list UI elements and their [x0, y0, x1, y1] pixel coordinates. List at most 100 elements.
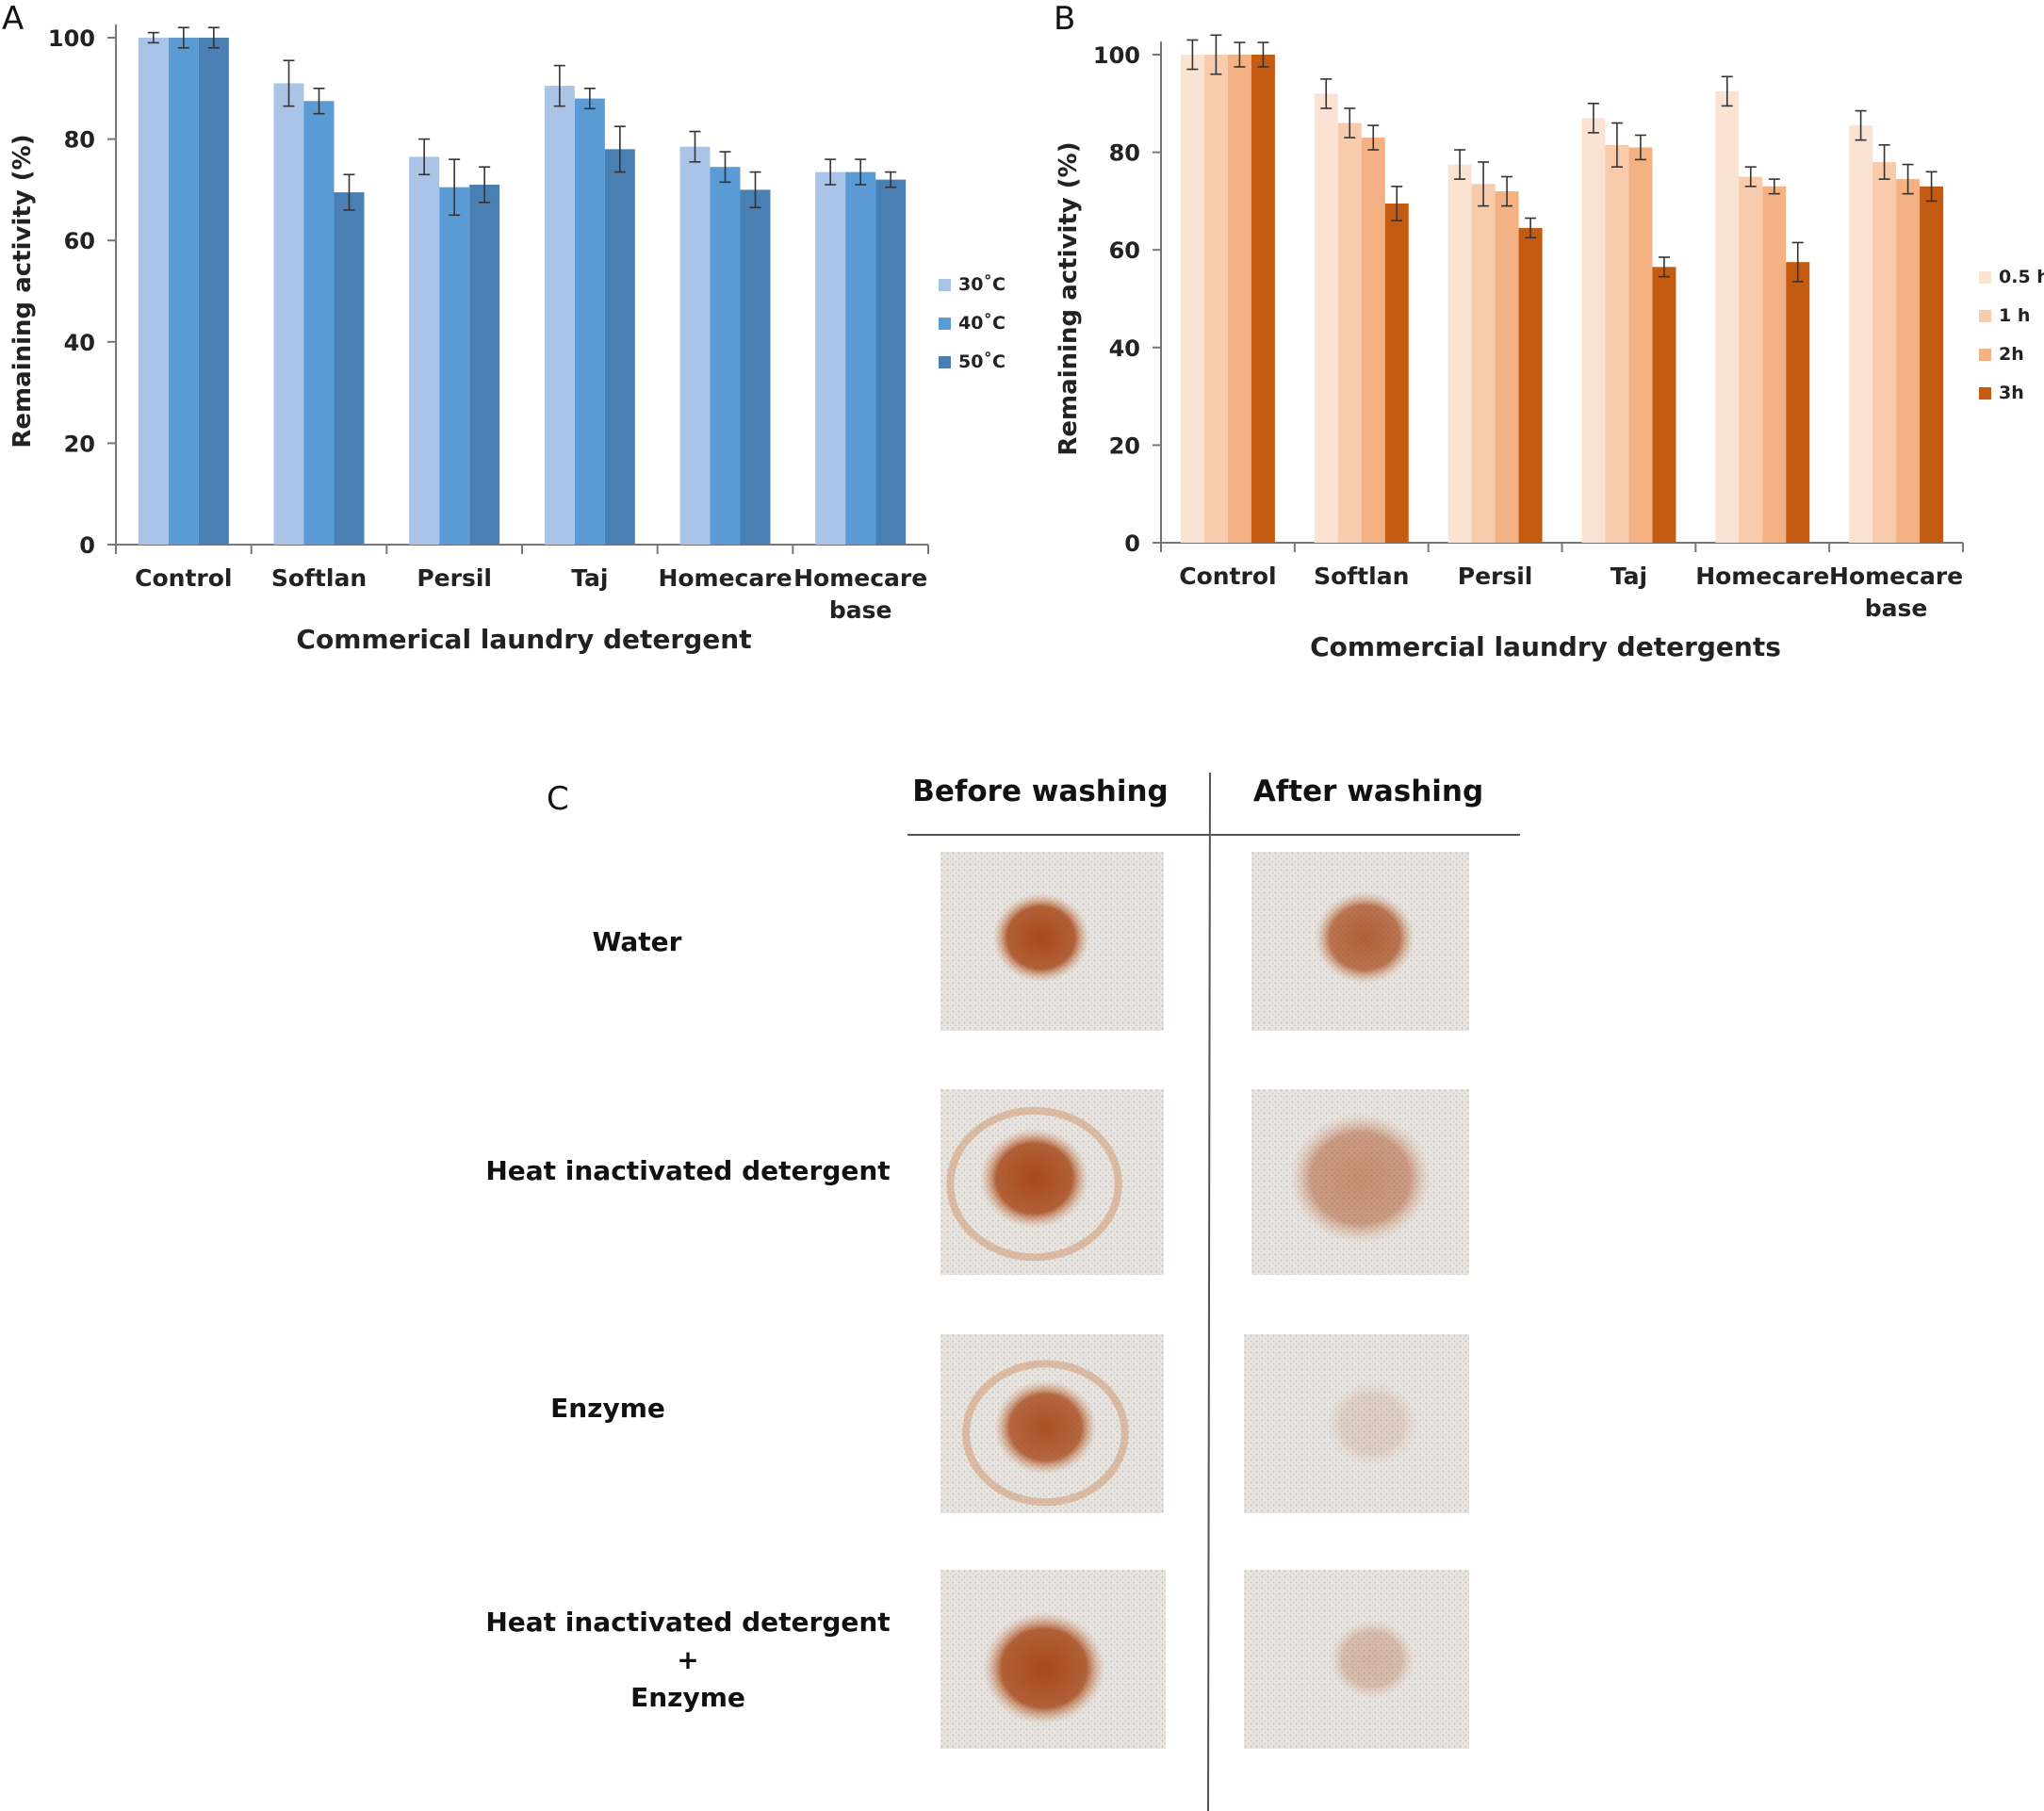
washing-row-label-line: Heat inactivated detergent: [485, 1607, 891, 1638]
legend-swatch-0: [1979, 271, 1991, 284]
legend-swatch-1: [939, 318, 951, 330]
bar-0-0: [138, 38, 169, 545]
bar-0-2: [198, 38, 229, 545]
stain-spot: [992, 893, 1089, 983]
stain-spot: [983, 1612, 1105, 1724]
category-label: base: [1865, 595, 1928, 622]
fabric-swatch-before-0: [940, 852, 1164, 1031]
y-axis-title: Remaining activity (%): [1055, 141, 1083, 455]
y-tick-label: 60: [64, 228, 95, 254]
panel-label-a: A: [2, 0, 25, 38]
washing-row-label-line: Heat inactivated detergent: [485, 1155, 891, 1186]
legend-swatch-1: [1979, 310, 1991, 322]
category-label: Homecare: [1829, 563, 1963, 590]
legend-swatch-2: [939, 356, 951, 368]
bar-2-1: [1471, 184, 1496, 543]
category-label: Homecare: [1695, 563, 1829, 590]
legend-label-2: 2h: [1999, 344, 2024, 365]
stain-spot: [993, 1379, 1097, 1475]
category-label: Homecare: [658, 564, 792, 592]
bar-4-2: [1762, 186, 1787, 544]
stain-spot: [979, 1128, 1089, 1229]
bar-3-1: [1605, 144, 1629, 543]
bar-4-0: [1715, 90, 1740, 543]
washing-row-label-line: Enzyme: [550, 1393, 665, 1424]
y-tick-label: 0: [1124, 530, 1140, 557]
y-tick-label: 20: [1109, 432, 1140, 459]
washing-row-label-line: +: [677, 1644, 699, 1675]
fabric-swatch-before-3: [940, 1570, 1166, 1749]
washing-row-label-line: Enzyme: [630, 1682, 745, 1713]
bar-4-3: [1786, 262, 1810, 543]
bar-2-2: [1495, 191, 1519, 544]
fabric-swatch-after-0: [1251, 852, 1469, 1031]
bar-1-2: [1361, 138, 1385, 543]
category-label: Homecare: [793, 564, 927, 592]
bar-5-3: [1920, 186, 1944, 544]
fabric-swatch-before-1: [940, 1089, 1164, 1275]
bar-3-2: [1628, 147, 1653, 544]
stain-spot: [1326, 1381, 1418, 1466]
washing-row-label-line: Water: [592, 926, 682, 957]
legend-swatch-0: [939, 279, 951, 291]
bar-3-0: [544, 86, 575, 546]
y-tick-label: 80: [64, 127, 95, 154]
chart-a-temperature: 0 20 40 60 80 100 Remaining activity (%) Commer…: [8, 24, 1006, 655]
x-axis-title: Commerical laundry detergent: [296, 624, 751, 655]
bar-1-1: [303, 101, 335, 545]
fabric-swatch-before-2: [940, 1334, 1164, 1513]
fabric-swatch-after-3: [1244, 1570, 1469, 1749]
bar-1-0: [1314, 93, 1338, 543]
bar-5-2: [875, 179, 907, 545]
legend-swatch-3: [1979, 387, 1991, 400]
bar-2-2: [469, 185, 500, 545]
bar-4-2: [740, 189, 771, 545]
stain-spot: [1289, 1113, 1431, 1244]
washing-row-label-1: Heat inactivated detergent: [481, 1152, 895, 1190]
washing-row-label-3: Heat inactivated detergent + Enzyme: [481, 1604, 895, 1717]
y-tick-label: 80: [1109, 140, 1140, 167]
bar-5-1: [845, 171, 876, 545]
category-label: Control: [1179, 563, 1276, 590]
y-tick-label: 20: [64, 431, 95, 457]
bar-5-1: [1872, 161, 1897, 543]
legend-label-2: 50˚C: [958, 351, 1006, 372]
bar-0-1: [168, 38, 199, 545]
before-washing-header: Before washing: [912, 775, 1169, 808]
bar-5-0: [1849, 125, 1873, 544]
legend-label-0: 30˚C: [958, 273, 1006, 295]
bar-3-1: [574, 98, 605, 545]
bar-5-0: [815, 171, 846, 545]
y-tick-label: 40: [64, 330, 95, 356]
bar-2-0: [409, 156, 440, 545]
category-label: Persil: [417, 564, 492, 592]
bar-1-2: [334, 192, 365, 545]
stain-spot: [1315, 891, 1415, 984]
category-label: Taj: [1611, 563, 1647, 590]
bar-2-3: [1518, 227, 1543, 543]
bar-0-0: [1180, 55, 1204, 543]
category-label: Softlan: [271, 564, 367, 592]
fabric-swatch-after-1: [1251, 1089, 1469, 1275]
category-label: Control: [135, 564, 232, 592]
y-tick-label: 40: [1109, 335, 1140, 362]
bar-3-3: [1652, 267, 1676, 543]
bar-3-0: [1581, 118, 1606, 543]
stain-spot: [1330, 1620, 1415, 1699]
stain-halo: [962, 1360, 1129, 1507]
legend-label-1: 40˚C: [958, 312, 1006, 334]
y-tick-label: 100: [1093, 42, 1140, 69]
after-washing-header: After washing: [1252, 775, 1484, 808]
bar-0-3: [1251, 55, 1275, 543]
category-label: Taj: [571, 564, 608, 592]
bar-2-0: [1447, 164, 1472, 544]
bar-0-1: [1203, 55, 1228, 543]
fabric-swatch-after-2: [1244, 1334, 1469, 1513]
category-label: Persil: [1458, 563, 1533, 590]
chart-b-time: 0 20 40 60 80 100 Remaining activity (%) Commer…: [1055, 34, 2044, 662]
washing-row-label-2: Enzyme: [401, 1390, 815, 1428]
category-label: base: [829, 596, 892, 624]
bar-4-1: [710, 167, 741, 545]
panel-label-c: C: [547, 780, 569, 818]
legend-label-1: 1 h: [1999, 305, 2030, 326]
